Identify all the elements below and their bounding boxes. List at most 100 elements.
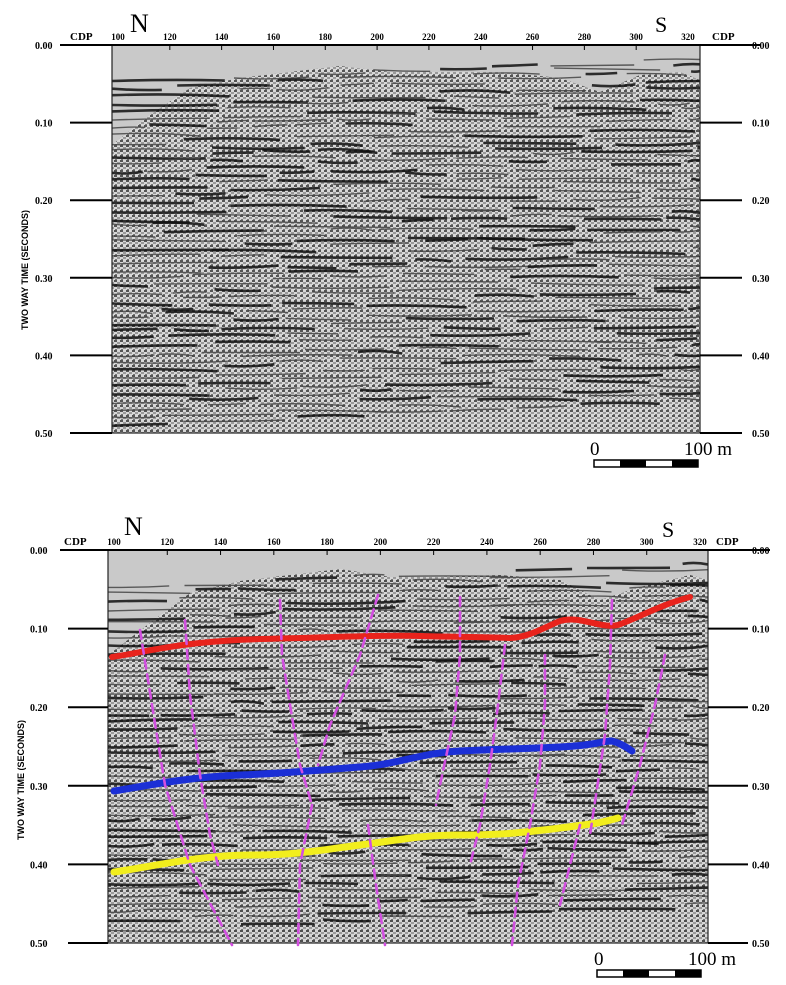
reflector-segment (563, 897, 661, 902)
reflector-segment (468, 347, 589, 351)
fault-line (138, 628, 234, 947)
reflector-segment (616, 331, 700, 336)
reflector-segment (208, 303, 272, 307)
reflector-segment (213, 714, 302, 719)
reflector-segment (440, 359, 534, 365)
reflector-segment (378, 227, 474, 231)
reflector-segment (623, 274, 700, 277)
reflector-segment (486, 842, 538, 847)
reflector-segment (271, 699, 391, 704)
reflector-segment (108, 608, 220, 612)
reflector-segment (594, 136, 691, 140)
reflector-segment (502, 657, 545, 661)
reflector-segment (112, 376, 200, 379)
reflector-segment (112, 383, 187, 387)
time-tick-label-right: 0.40 (752, 351, 770, 362)
reflector-segment (482, 902, 558, 906)
reflector-segment (333, 182, 442, 186)
reflector-segment (112, 271, 202, 274)
reflector-segment (615, 255, 700, 258)
reflector-segment (393, 768, 437, 772)
reflector-segment (657, 153, 700, 157)
reflector-segment (619, 790, 708, 794)
reflector-segment (169, 761, 224, 766)
reflector-segment (529, 227, 576, 232)
reflector-segment (538, 664, 578, 668)
reflector-segment (476, 236, 594, 242)
reflector-segment (363, 198, 411, 203)
reflector-segment (688, 306, 700, 311)
reflector-segment (527, 718, 601, 721)
reflector-segment (636, 353, 668, 357)
reflector-segment (439, 89, 511, 94)
reflector-segment (112, 283, 149, 288)
south-label: S (655, 12, 667, 37)
reflector-segment (385, 381, 493, 387)
reflector-segment (382, 111, 418, 115)
reflector-segment (208, 264, 279, 270)
reflector-segment (372, 410, 444, 413)
cdp-tick-label: 120 (161, 537, 175, 547)
reflector-segment (179, 596, 254, 600)
time-tick-label-left: 0.10 (30, 625, 48, 636)
reflector-segment (562, 180, 681, 184)
reflector-segment (642, 848, 708, 852)
reflector-segment (108, 591, 191, 594)
reflector-segment (194, 914, 234, 918)
reflector-segment (653, 286, 700, 290)
reflector-segment (185, 804, 300, 808)
reflector-segment (644, 639, 708, 644)
time-tick-label-right: 0.30 (752, 274, 770, 285)
reflector-segment (636, 881, 708, 885)
cdp-tick-label: 240 (474, 32, 488, 42)
reflector-segment (112, 408, 193, 412)
scale-bar-start: 0 (594, 949, 604, 970)
reflector-segment (637, 840, 708, 845)
reflector-segment (340, 357, 457, 360)
cdp-tick-label: 280 (587, 537, 601, 547)
reflector-segment (591, 638, 641, 642)
reflector-segment (173, 291, 207, 294)
reflector-segment (456, 177, 503, 180)
reflector-segment (500, 651, 579, 655)
reflector-segment (108, 909, 139, 914)
cdp-label-left: CDP (70, 31, 93, 43)
reflector-segment (112, 87, 162, 92)
time-tick-label-left: 0.40 (35, 351, 53, 362)
reflector-segment (333, 672, 383, 676)
reflector-segment (553, 653, 599, 658)
reflector-segment (512, 847, 544, 852)
reflector-segment (112, 367, 218, 373)
reflector-segment (207, 403, 246, 406)
reflector-segment (241, 354, 353, 357)
reflector-segment (424, 265, 540, 269)
reflector-segment (469, 386, 560, 390)
reflector-segment (491, 246, 527, 251)
reflector-segment (654, 620, 708, 625)
reflector-segment (589, 304, 681, 307)
reflector-segment (518, 177, 631, 180)
scale-bar: 0 100 m (594, 949, 736, 978)
reflector-segment (368, 620, 484, 623)
reflector-segment (391, 151, 482, 155)
fault-line (620, 653, 667, 827)
reflector-segment (522, 856, 631, 860)
reflector-segment (419, 760, 518, 765)
cdp-tick-label: 320 (693, 537, 707, 547)
reflector-segment (656, 289, 691, 294)
reflector-segment (588, 831, 655, 836)
reflector-segment (287, 265, 337, 270)
reflector-segment (590, 128, 696, 133)
reflector-segment (527, 599, 570, 603)
reflector-segment (196, 213, 291, 217)
reflector-segment (147, 169, 193, 173)
reflector-segment (514, 92, 633, 95)
reflector-segment (465, 255, 569, 261)
reflector-segment (533, 151, 575, 156)
reflector-segment (390, 657, 490, 662)
reflector-segment (304, 348, 385, 351)
reflector-segment (366, 314, 473, 317)
reflector-segment (633, 731, 690, 736)
reflector-segment (497, 696, 578, 700)
cdp-tick-label: 280 (578, 32, 592, 42)
